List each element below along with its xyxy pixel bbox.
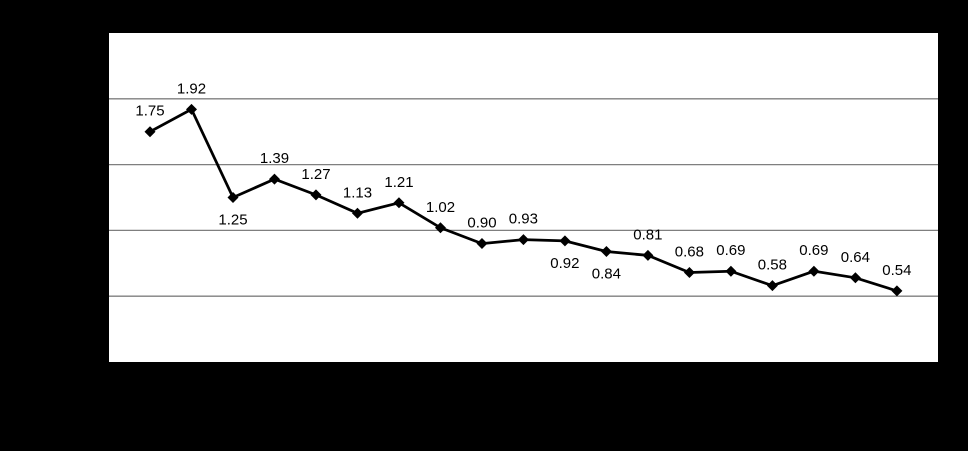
data-point-marker	[725, 265, 737, 277]
plot-area: 1.75 1.92 1.25 1.39 1.27 1.13 1.21 1.02 0.90 0.93…	[109, 33, 938, 362]
data-point-marker	[476, 238, 488, 250]
data-point-marker	[683, 267, 695, 279]
data-point-marker	[517, 234, 529, 246]
data-label: 1.39	[260, 150, 289, 167]
data-point-marker	[185, 103, 197, 115]
data-label: 1.25	[218, 212, 247, 229]
data-label: 1.21	[384, 174, 413, 191]
data-point-marker	[849, 272, 861, 284]
data-label: 0.81	[633, 226, 662, 243]
data-point-marker	[891, 285, 903, 297]
data-point-marker	[310, 189, 322, 201]
data-label: 0.68	[675, 244, 704, 261]
data-label: 1.13	[343, 184, 372, 201]
data-label: 0.54	[882, 262, 911, 279]
data-point-marker	[766, 280, 778, 292]
data-point-marker	[268, 173, 280, 185]
data-label: 1.02	[426, 199, 455, 216]
data-point-marker	[144, 126, 156, 138]
data-point-marker	[393, 197, 405, 209]
data-label: 0.92	[550, 255, 579, 272]
data-label: 1.75	[135, 103, 164, 120]
data-label: 1.92	[177, 80, 206, 97]
data-point-marker	[227, 192, 239, 203]
data-label: 0.69	[799, 242, 828, 259]
data-point-marker	[642, 249, 654, 261]
data-label: 0.58	[758, 257, 787, 274]
line-chart: 1.75 1.92 1.25 1.39 1.27 1.13 1.21 1.02 0.90 0.93…	[109, 80, 938, 297]
data-point-marker	[351, 207, 363, 219]
data-point-marker	[434, 222, 446, 234]
data-point-marker	[559, 235, 571, 247]
data-point-marker	[600, 245, 612, 257]
data-label: 0.93	[509, 211, 538, 228]
data-label: 1.27	[301, 166, 330, 183]
data-label: 0.64	[841, 249, 870, 266]
data-label: 0.69	[716, 242, 745, 259]
data-label: 0.84	[592, 266, 621, 283]
data-point-marker	[808, 265, 820, 277]
data-label: 0.90	[467, 215, 496, 232]
